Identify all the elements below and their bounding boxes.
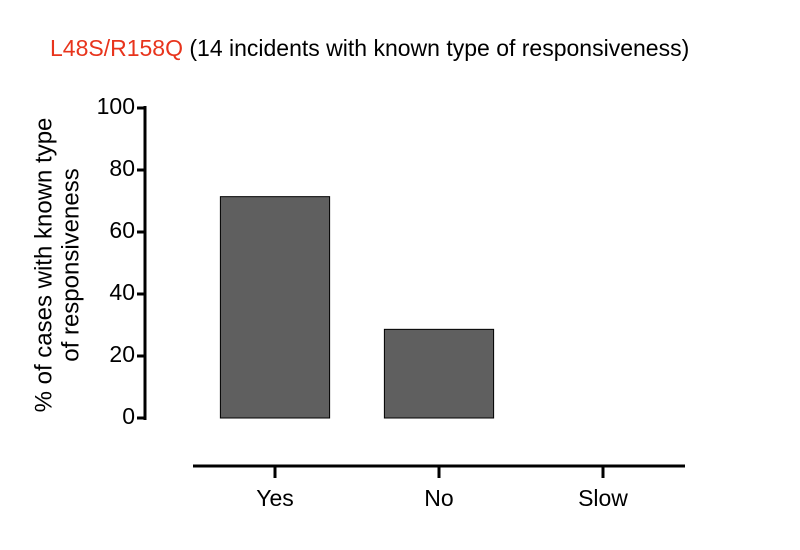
y-axis-label: % of cases with known type	[30, 118, 57, 413]
x-tick-label: No	[424, 485, 453, 511]
y-tick-label: 100	[97, 93, 135, 119]
y-tick-label: 40	[109, 279, 135, 305]
y-tick-label: 20	[109, 341, 135, 367]
title-highlight: L48S/R158Q	[50, 35, 183, 61]
y-axis-label: of responsiveness	[57, 168, 84, 361]
y-tick-label: 60	[109, 217, 135, 243]
y-tick-label: 80	[109, 155, 135, 181]
bar	[383, 328, 495, 419]
y-tick-label: 0	[122, 403, 135, 429]
x-tick-label: Yes	[256, 485, 294, 511]
bar	[219, 196, 331, 419]
chart-title: L48S/R158Q (14 incidents with known type…	[50, 35, 689, 61]
title-rest: (14 incidents with known type of respons…	[189, 35, 689, 61]
x-tick-label: Slow	[578, 485, 628, 511]
